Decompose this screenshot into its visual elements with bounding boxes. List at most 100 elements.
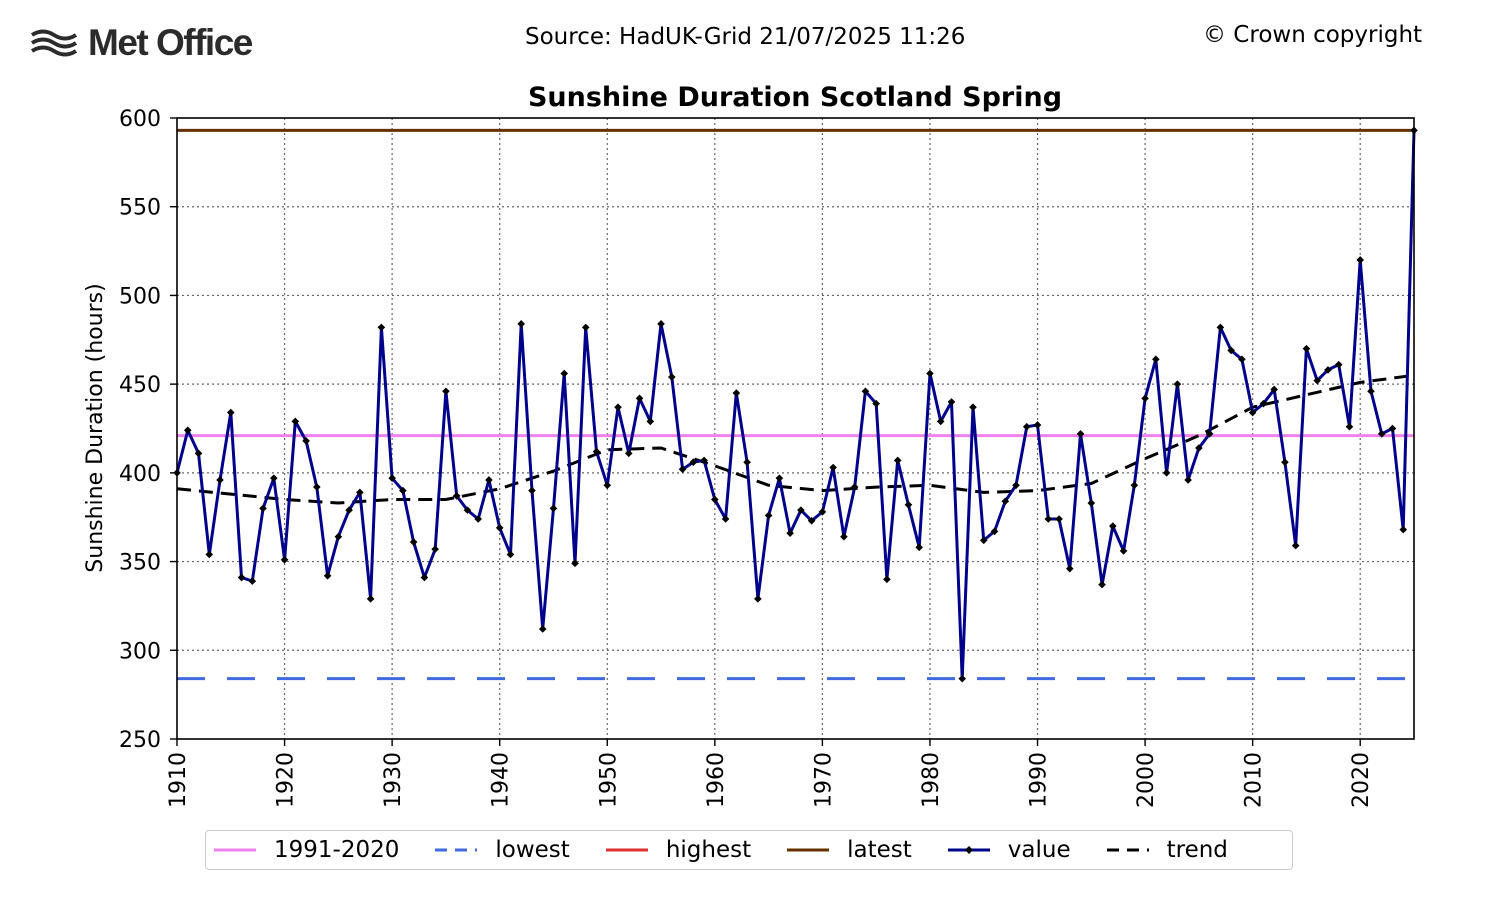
y-tick-label: 300 (119, 639, 161, 664)
value-point (764, 511, 773, 520)
value-point (463, 506, 472, 514)
value-point (754, 595, 762, 603)
chart-title: Sunshine Duration Scotland Spring (528, 82, 1062, 113)
legend-swatch (435, 848, 478, 852)
value-point (1238, 355, 1246, 364)
value-point (495, 524, 504, 532)
value-point (1281, 458, 1289, 467)
legend-item-latest: latest (785, 837, 912, 863)
legend-label: 1991-2020 (274, 837, 400, 863)
value-point (668, 373, 676, 381)
value-point (1313, 376, 1321, 385)
value-point (237, 573, 246, 582)
value-point (1388, 424, 1397, 433)
value-point (1001, 497, 1010, 506)
value-point (646, 417, 655, 426)
value-point (1044, 515, 1053, 523)
value-point (818, 508, 827, 516)
value-point (861, 387, 870, 396)
value-point (517, 320, 526, 328)
value-point (366, 595, 375, 603)
value-point (678, 465, 687, 474)
y-tick-label: 350 (119, 551, 161, 576)
value-point (635, 394, 644, 403)
value-point (194, 449, 203, 458)
value-point (1270, 385, 1278, 394)
value-point (345, 506, 353, 514)
value-point (431, 545, 439, 553)
plot-frame (176, 117, 1415, 740)
legend-swatch (947, 846, 990, 854)
value-point (549, 504, 558, 513)
value-point (624, 449, 633, 458)
value-point (377, 323, 386, 332)
series (173, 126, 1418, 683)
y-tick-label: 500 (119, 284, 161, 309)
value-point (1012, 481, 1020, 490)
x-tick-label: 2020 (1349, 752, 1374, 808)
value-point (323, 571, 332, 580)
legend-swatch (605, 848, 648, 852)
value-point (280, 555, 289, 564)
value-point (302, 437, 310, 445)
x-tick-label: 2010 (1242, 752, 1267, 808)
value-point (216, 476, 224, 484)
waves-icon (30, 29, 78, 57)
value-point (1162, 469, 1171, 477)
legend-label: trend (1166, 837, 1228, 863)
value-point (388, 474, 396, 482)
value-point (259, 504, 267, 513)
value-point (356, 488, 364, 497)
value-point (506, 550, 515, 559)
value-point (850, 483, 859, 491)
value-point (1098, 580, 1106, 589)
value-point (979, 536, 988, 545)
value-point (1334, 360, 1343, 369)
legend-swatch (214, 848, 256, 852)
met-office-logo[interactable]: Met Office (30, 22, 253, 64)
value-point (700, 456, 708, 465)
value-point (1248, 408, 1257, 417)
value-point (711, 495, 719, 504)
value-point (1087, 499, 1096, 507)
legend-item-trend: trend (1105, 837, 1228, 863)
legend-item-1991-2020: 1991-2020 (212, 837, 399, 863)
value-point (786, 529, 794, 537)
value-point (248, 577, 257, 585)
value-point (743, 458, 751, 467)
value-point (1302, 344, 1311, 353)
value-point (936, 417, 945, 426)
value-point (614, 403, 622, 412)
value-point (829, 463, 837, 472)
x-tick-label: 1920 (274, 752, 299, 808)
value-point (1130, 481, 1139, 490)
value-point (1152, 355, 1160, 364)
value-point (452, 492, 461, 500)
trend-line (176, 373, 1415, 505)
legend-label: value (1007, 837, 1071, 863)
y-tick-label: 450 (119, 373, 161, 398)
value-point (1227, 346, 1235, 355)
value-point (657, 320, 665, 328)
value-point (904, 500, 913, 509)
value-point (1141, 394, 1149, 403)
legend-label: lowest (495, 837, 570, 863)
value-point (581, 323, 590, 332)
grid (177, 118, 1414, 739)
legend-label: latest (847, 837, 912, 863)
value-point (807, 516, 816, 525)
value-point (1173, 380, 1182, 388)
value-point (399, 486, 407, 495)
value-point (1324, 366, 1332, 374)
x-tick-label: 2000 (1134, 752, 1159, 808)
y-tick-label: 250 (119, 728, 161, 753)
value-point (1184, 476, 1192, 484)
y-tick-label: 550 (119, 196, 161, 221)
value-point (1259, 399, 1268, 408)
copyright-text: © Crown copyright (1203, 22, 1423, 48)
legend-item-highest: highest (604, 837, 751, 863)
x-tick-label: 1940 (489, 752, 514, 808)
value-point (915, 543, 923, 552)
value-point (1119, 547, 1128, 555)
